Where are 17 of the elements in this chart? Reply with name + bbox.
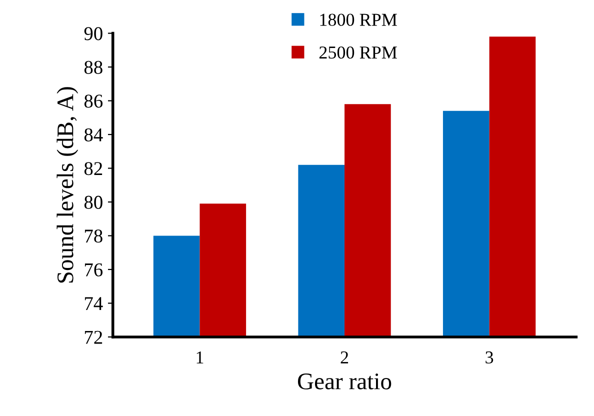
y-tick-label: 84 (84, 128, 103, 142)
y-tick-label: 82 (84, 162, 102, 176)
y-tick-label: 80 (84, 196, 102, 209)
y-tick-label: 76 (84, 263, 103, 276)
y-tick-label: 78 (84, 230, 102, 243)
y-tick-label: 86 (84, 94, 103, 108)
y-tick-label: 88 (84, 60, 102, 74)
x-tick-label: 3 (486, 351, 494, 364)
y-axis-title: Sound levels (dB, A) (56, 87, 78, 283)
x-axis-title: Gear ratio (298, 374, 392, 390)
y-tick-label: 72 (84, 330, 102, 344)
y-tick-label: 74 (84, 297, 103, 310)
x-tick-label: 1 (196, 351, 204, 364)
x-tick-label: 2 (340, 351, 348, 364)
legend-label: 2500 RPM (319, 46, 397, 59)
y-tick-label: 90 (84, 27, 102, 40)
legend-label: 1800 RPM (320, 14, 397, 26)
